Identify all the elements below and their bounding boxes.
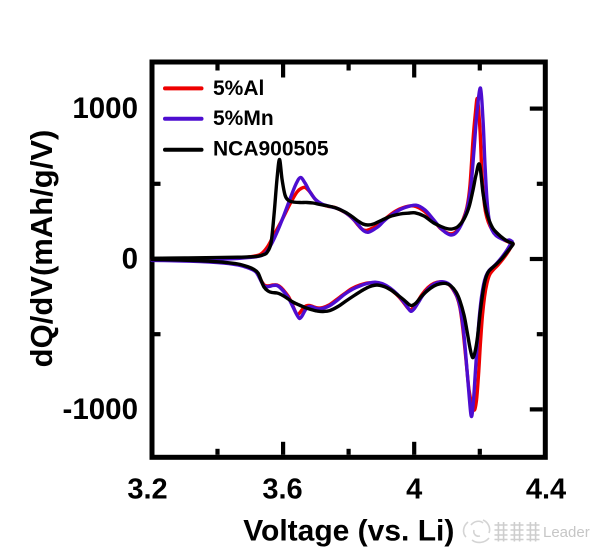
svg-text:5%Mn: 5%Mn bbox=[213, 107, 274, 130]
svg-text:5%Al: 5%Al bbox=[213, 77, 264, 100]
svg-text:-1000: -1000 bbox=[63, 393, 138, 426]
svg-text:4: 4 bbox=[406, 474, 422, 506]
svg-text:NCA900505: NCA900505 bbox=[213, 138, 329, 161]
svg-text:0: 0 bbox=[122, 242, 138, 275]
svg-text:1000: 1000 bbox=[72, 92, 138, 125]
svg-text:dQ/dV(mAh/g/V): dQ/dV(mAh/g/V) bbox=[24, 130, 59, 368]
svg-text:Voltage (vs. Li): Voltage (vs. Li) bbox=[243, 515, 454, 548]
svg-text:3.6: 3.6 bbox=[262, 474, 302, 506]
svg-text:Leader: Leader bbox=[543, 524, 590, 541]
svg-text:3.2: 3.2 bbox=[127, 474, 167, 506]
svg-text:4.4: 4.4 bbox=[526, 474, 566, 506]
